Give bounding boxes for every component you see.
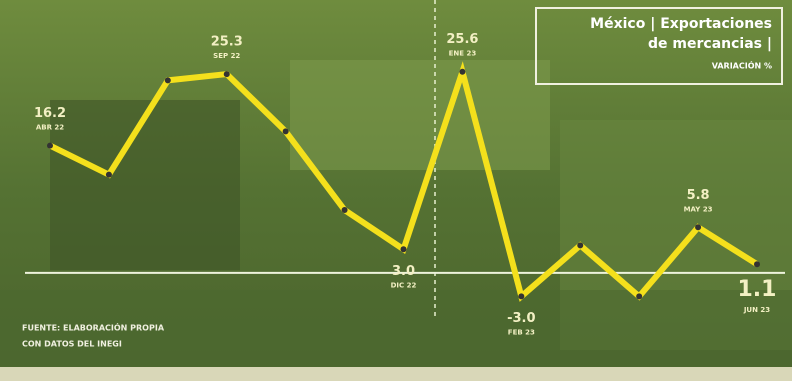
data-point [282, 128, 289, 135]
chart-subtitle: VARIACIÓN % [712, 60, 772, 71]
chart-title: de mercancias | [648, 36, 772, 52]
data-point [459, 68, 466, 75]
data-point [754, 261, 760, 268]
data-point [518, 293, 525, 300]
x-tick-label: SEP 22 [213, 52, 240, 60]
title-box [535, 7, 783, 85]
data-point [577, 242, 584, 249]
data-point [695, 224, 702, 231]
data-point [341, 207, 348, 213]
container-shape [290, 60, 550, 170]
value-label: 1.1 [738, 277, 777, 302]
data-point [223, 71, 230, 78]
source: FUENTE: ELABORACIÓN PROPIA [22, 322, 165, 333]
value-label: 25.3 [211, 35, 243, 50]
x-tick-label: ABR 22 [36, 124, 64, 132]
data-point [636, 293, 643, 300]
data-point [400, 246, 407, 253]
value-label: 3.0 [392, 264, 415, 279]
value-label: 5.8 [687, 188, 710, 203]
container-shape [50, 100, 240, 270]
source: CON DATOS DEL INEGI [22, 340, 122, 349]
x-tick-label: DIC 22 [391, 281, 417, 289]
chart-title: México | Exportaciones [590, 16, 772, 32]
value-label: -3.0 [507, 311, 535, 326]
data-point [105, 171, 112, 178]
x-tick-label: JUN 23 [743, 306, 770, 314]
x-tick-label: MAY 23 [684, 205, 713, 213]
x-tick-label: ENE 23 [449, 50, 477, 58]
value-label: 25.6 [446, 32, 478, 47]
data-point [164, 77, 171, 84]
data-point [47, 142, 53, 149]
x-tick-label: FEB 23 [508, 328, 535, 336]
ground [0, 290, 792, 381]
bottom-strip [0, 367, 792, 381]
value-label: 16.2 [34, 106, 66, 121]
